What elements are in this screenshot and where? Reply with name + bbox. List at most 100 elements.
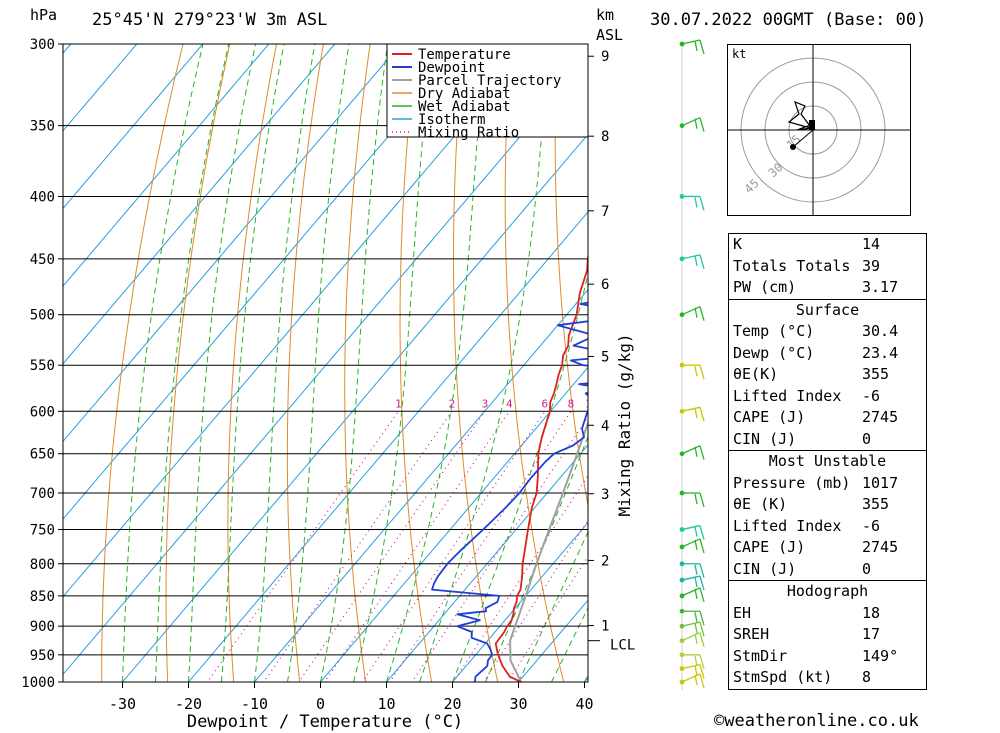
wind-barb [679,117,705,132]
surface-temp-label: Temp (°C) [733,322,815,340]
wind-barb [679,194,705,211]
legend-item: Temperature [418,47,511,63]
wind-barb [679,538,705,554]
wind-barb [679,490,705,508]
height-tick-label: 8 [601,129,609,145]
lcl-label: LCL [610,638,635,654]
height-tick-label: 3 [601,487,609,503]
mu-cape-value: 2745 [862,538,899,556]
mu-li-label: Lifted Index [733,516,842,535]
sreh-value: 17 [862,625,881,643]
mixing-ratio-line [411,415,588,682]
mixing-ratio-label: 10 [585,397,598,410]
eh-value: 18 [862,603,881,622]
surface-dewp-label: Dewp (°C) [733,343,815,362]
mu-cin-label: CIN (J) [733,559,797,578]
wind-barb [679,524,705,540]
dry-adiabat-line [165,44,231,682]
isotherm-line [517,599,588,682]
temperature-curve [494,124,588,682]
stmdir-value: 149° [862,646,899,665]
hodograph-trace [787,100,814,131]
legend-item: Parcel Trajectory [418,73,561,89]
surface-cape-value: 2745 [862,408,899,426]
wind-barb [679,445,705,460]
mixing-ratio-axis-title: Mixing Ratio (g/kg) [615,333,634,516]
wet-adiabat-line [122,44,204,682]
parcel-trajectory-curve [509,420,588,682]
wet-adiabat-line [419,44,550,682]
height-tick-label: 4 [601,418,609,434]
isotherm-line [63,44,204,210]
wind-barb [679,632,705,647]
wet-adiabat-line [386,44,487,682]
temperature-tick-label: -10 [241,695,268,713]
temperature-tick-label: 40 [575,695,593,713]
height-tick-label: 5 [601,349,609,365]
surface-li-label: Lifted Index [733,386,842,405]
stmdir-label: StmDir [733,646,788,665]
pressure-tick-label: 650 [30,447,55,463]
temperature-tick-label: -20 [175,695,202,713]
isotherm-line [63,44,336,365]
dry-adiabat-line [344,44,371,682]
wet-adiabat-line [254,44,316,682]
temperature-tick-label: 0 [316,695,325,713]
temperature-tick-label: 20 [443,695,461,713]
pressure-tick-label: 800 [30,557,55,573]
surface-theta-value: 355 [862,365,890,383]
pressure-tick-label: 400 [30,189,55,205]
pressure-tick-label: 500 [30,308,55,324]
wind-barb [679,673,705,689]
pw-label: PW (cm) [733,278,797,296]
stmspd-label: StmSpd (kt) [733,668,833,686]
mixing-ratio-line [206,410,399,682]
pressure-unit-label: hPa [30,6,58,24]
tt-value: 39 [862,256,881,275]
height-tick-label: 9 [601,49,609,65]
mixing-ratio-line [298,410,486,682]
wet-adiabat-line [320,44,389,682]
wind-barb-column [679,39,705,690]
sreh-label: SREH [733,625,770,643]
pressure-tick-label: 700 [30,486,55,502]
datetime-title: 30.07.2022 00GMT (Base: 00) [650,10,927,30]
k-label: K [733,235,743,253]
pressure-tick-label: 300 [30,37,55,53]
pressure-tick-label: 850 [30,589,55,605]
wind-barb [679,621,705,637]
temperature-tick-label: 30 [509,695,527,713]
skew-t-chart: 12346810152025 3003504004505005506006507… [21,37,635,732]
wind-barb [679,406,705,422]
wind-barb [679,652,705,669]
pressure-tick-label: 750 [30,523,55,539]
temperature-tick-label: 10 [377,695,395,713]
location-title: 25°45'N 279°23'W 3m ASL [92,10,328,30]
wet-adiabat-line [155,44,230,682]
x-axis-title: Dewpoint / Temperature (°C) [187,712,463,732]
hodograph-unit-label: kt [732,47,746,61]
surface-cape-label: CAPE (J) [733,408,806,426]
mixing-ratio-label: 2 [449,397,456,410]
temperature-tick-label: -30 [109,695,136,713]
surface-li-value: -6 [862,386,881,405]
legend-item: Wet Adiabat [418,99,511,115]
legend-item: Isotherm [418,112,485,128]
mixing-ratio-label: 3 [482,397,489,410]
surface-cin-value: 0 [862,429,872,448]
mixing-ratio-line [263,410,453,682]
surface-temp-value: 30.4 [862,322,899,340]
hodograph-title: Hodograph [786,582,869,600]
pressure-tick-label: 600 [30,404,55,420]
eh-label: EH [733,603,752,622]
isotherm-line [63,44,72,54]
mixing-ratio-label: 8 [568,397,575,410]
pressure-tick-label: 950 [30,648,55,664]
height-tick-label: 6 [601,277,609,293]
wind-barb [679,254,705,270]
copyright-credit[interactable]: ©weatheronline.co.uk [714,711,919,731]
wind-barb [679,608,705,626]
k-value: 14 [862,235,881,253]
wind-barb [679,587,705,603]
wind-barb [679,306,705,321]
